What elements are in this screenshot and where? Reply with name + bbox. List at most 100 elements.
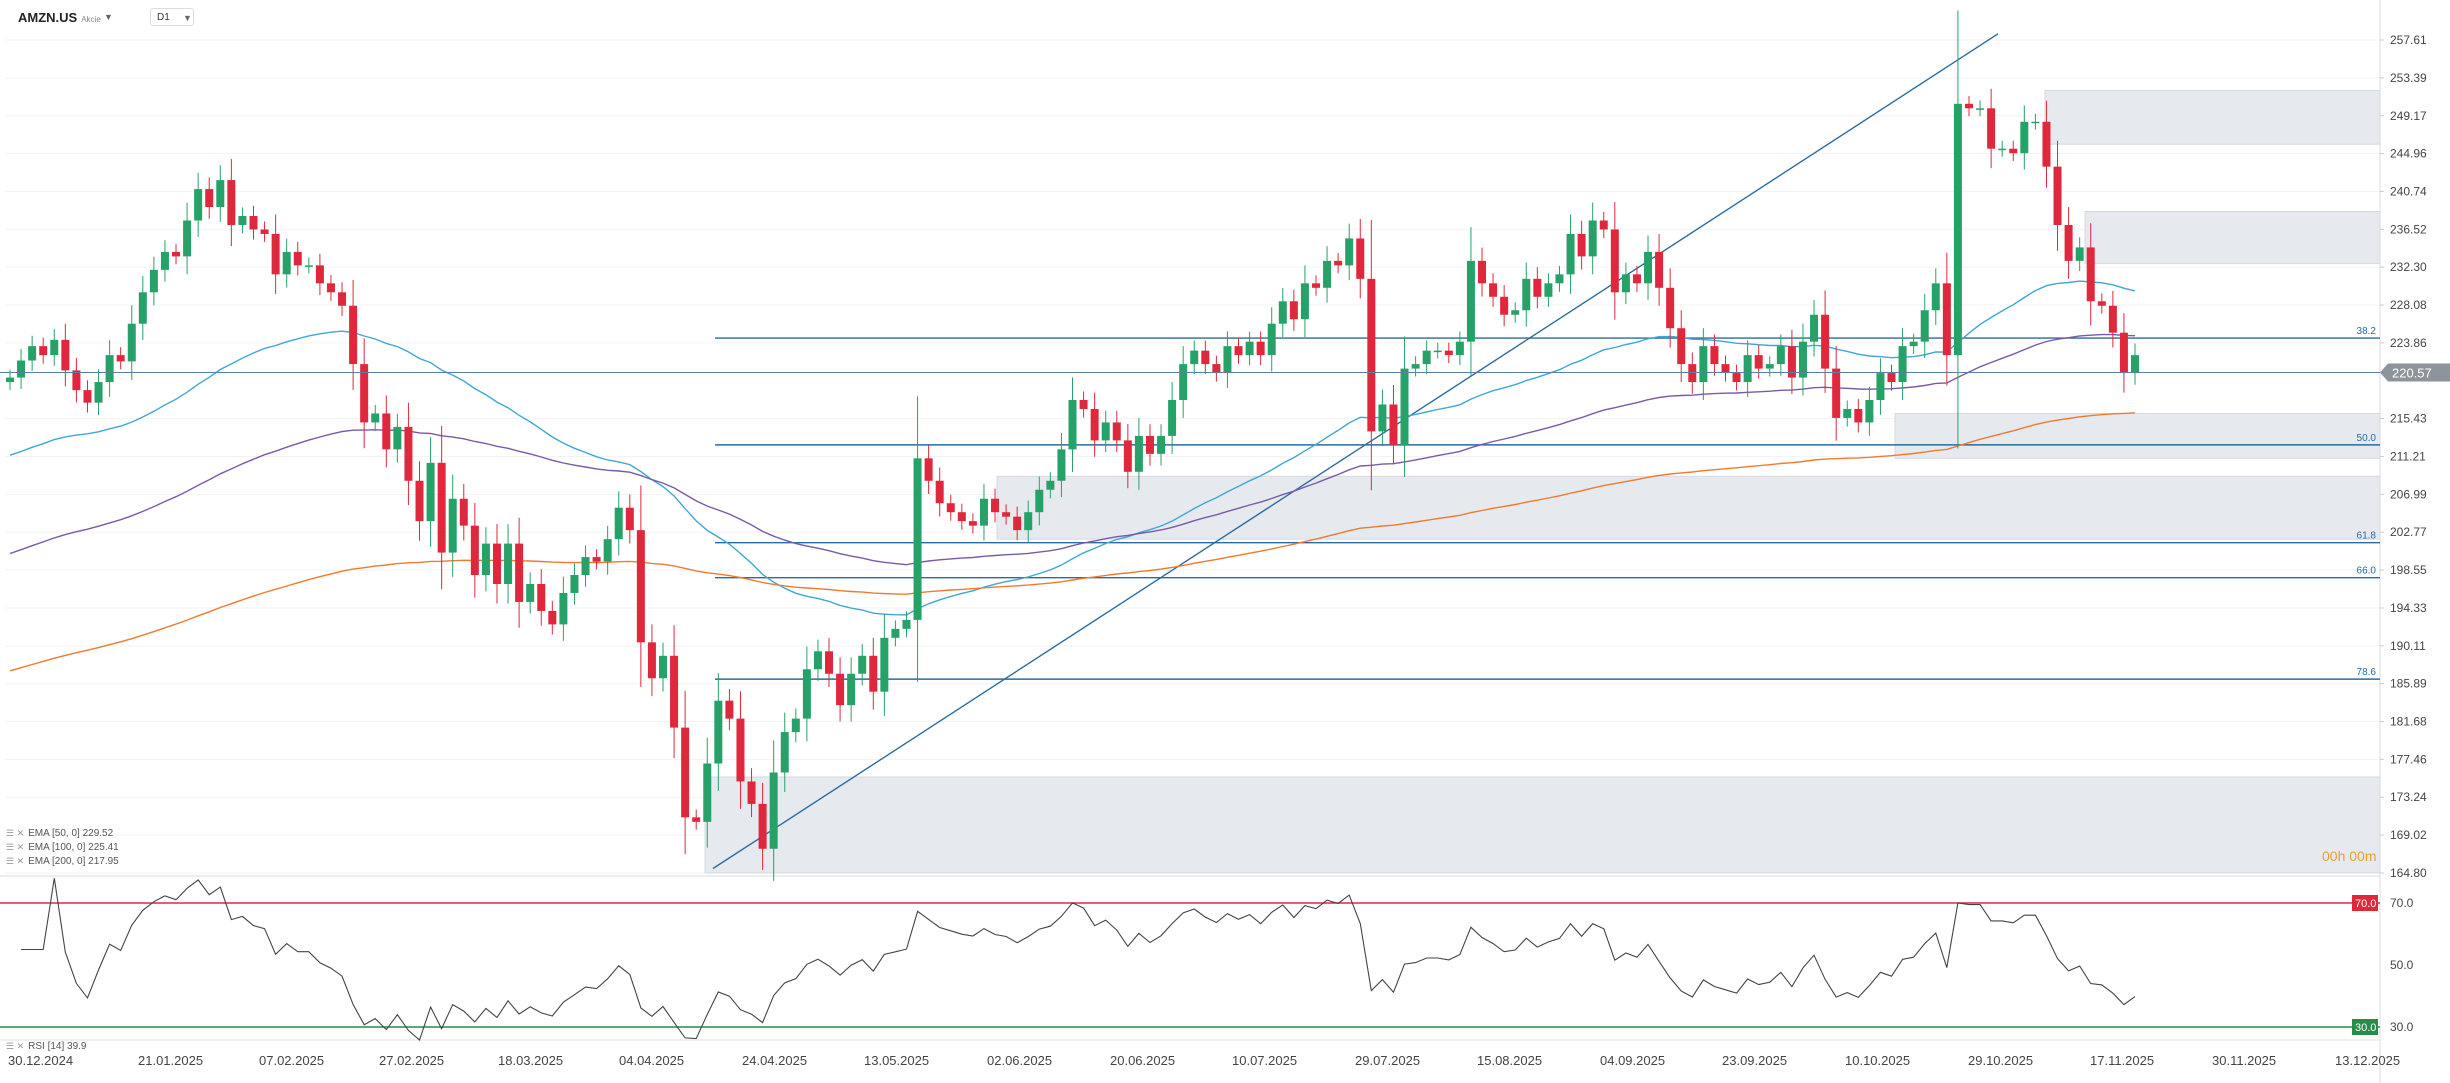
timeframe-selector[interactable]: D1 ▼ [150, 8, 194, 26]
supply-demand-zone [1894, 412, 2381, 459]
y-tick-label: 164.80 [2390, 866, 2427, 880]
candle [1466, 227, 1475, 376]
candle [1035, 476, 1044, 526]
ema50-legend-text: EMA [50, 0] 229.52 [28, 828, 114, 839]
candle [426, 437, 435, 547]
candle [592, 549, 601, 570]
candle [1865, 386, 1874, 436]
y-tick-label: 181.68 [2390, 714, 2427, 728]
candle [1511, 302, 1520, 323]
candle [515, 517, 524, 628]
candle [703, 737, 712, 848]
candle [880, 613, 889, 716]
candle [1256, 331, 1265, 366]
candle [2108, 290, 2117, 348]
fib-level-label: 61.8 [2357, 531, 2377, 542]
candle [1798, 323, 1807, 396]
candle [1854, 398, 1863, 433]
y-tick-label: 215.43 [2390, 412, 2427, 426]
candle [1522, 262, 1531, 327]
x-tick-label: 21.01.2025 [138, 1053, 203, 1068]
candle [315, 253, 324, 295]
candle [1134, 417, 1143, 490]
y-tick-label: 177.46 [2390, 752, 2427, 766]
x-tick-label: 30.12.2024 [8, 1053, 73, 1068]
candle [1168, 382, 1177, 454]
candle [1212, 355, 1221, 382]
y-tick-label: 253.39 [2390, 71, 2427, 85]
candle [769, 740, 778, 881]
x-tick-label: 29.10.2025 [1968, 1053, 2033, 1068]
x-tick-label: 18.03.2025 [498, 1053, 563, 1068]
candle [1422, 340, 1431, 375]
candle [1145, 424, 1154, 466]
candle [1688, 352, 1697, 394]
candle [692, 809, 701, 830]
candle [1732, 364, 1741, 391]
y-tick-label: 244.96 [2390, 147, 2427, 161]
candle [1555, 265, 1564, 292]
candle [1599, 211, 1608, 238]
ema200-line [9, 412, 2136, 672]
candle [1289, 289, 1298, 331]
candle [1610, 202, 1619, 320]
candle [946, 494, 955, 521]
x-tick-label: 10.10.2025 [1845, 1053, 1910, 1068]
candle [1489, 273, 1498, 307]
candle [481, 527, 490, 592]
rsi-legend[interactable]: ☰ ✕ RSI [14] 39.9 [6, 1041, 87, 1052]
rsi-y-tick-label: 50.0 [2390, 958, 2414, 972]
candle [548, 600, 557, 635]
ema100-legend[interactable]: ☰ ✕ EMA [100, 0] 225.41 [6, 842, 119, 853]
candle [205, 177, 214, 219]
candle [1046, 472, 1055, 499]
x-tick-label: 20.06.2025 [1110, 1053, 1175, 1068]
last-price-tag [2380, 363, 2450, 382]
candle [2075, 237, 2084, 271]
symbol-type: Akcie [81, 15, 101, 24]
candle [393, 413, 402, 463]
candle [1621, 262, 1630, 304]
candle [1953, 10, 1962, 449]
candle [216, 165, 225, 222]
chevron-down-icon[interactable]: ▼ [104, 12, 113, 22]
ema200-legend[interactable]: ☰ ✕ EMA [200, 0] 217.95 [6, 856, 119, 867]
candle [1909, 333, 1918, 355]
candle [1876, 358, 1885, 415]
candle [1478, 247, 1487, 297]
candle [1334, 252, 1343, 274]
x-tick-label: 04.09.2025 [1600, 1053, 1665, 1068]
candle [2097, 293, 2106, 314]
candle [957, 503, 966, 530]
candle [39, 337, 48, 364]
candle [504, 524, 513, 604]
candle [1311, 275, 1320, 296]
ema50-legend[interactable]: ☰ ✕ EMA [50, 0] 229.52 [6, 828, 113, 839]
candle [1632, 265, 1641, 292]
x-tick-label: 30.11.2025 [2212, 1053, 2276, 1068]
candle [1644, 235, 1653, 300]
y-tick-label: 257.61 [2390, 33, 2427, 47]
candle [1765, 356, 1774, 377]
candle [603, 525, 612, 575]
candle [371, 404, 380, 431]
candle [1655, 233, 1664, 306]
candle [17, 349, 26, 389]
candle [1234, 337, 1243, 364]
candle [559, 576, 568, 641]
timeframe-label: D1 [157, 12, 170, 23]
symbol-selector[interactable]: AMZN.US Akcie [18, 10, 101, 25]
candle [492, 524, 501, 604]
candle [338, 282, 347, 316]
rsi-y-tick-label: 70.0 [2390, 896, 2414, 910]
y-tick-label: 206.99 [2390, 487, 2427, 501]
rsi-level-tag [2352, 895, 2378, 911]
x-tick-label: 27.02.2025 [379, 1053, 444, 1068]
ema100-legend-text: EMA [100, 0] 225.41 [28, 842, 119, 853]
candle-timer: 00h 00m [2322, 848, 2377, 864]
candle [1013, 506, 1022, 541]
candle [647, 624, 656, 697]
candle [50, 329, 59, 366]
y-tick-label: 185.89 [2390, 677, 2427, 691]
